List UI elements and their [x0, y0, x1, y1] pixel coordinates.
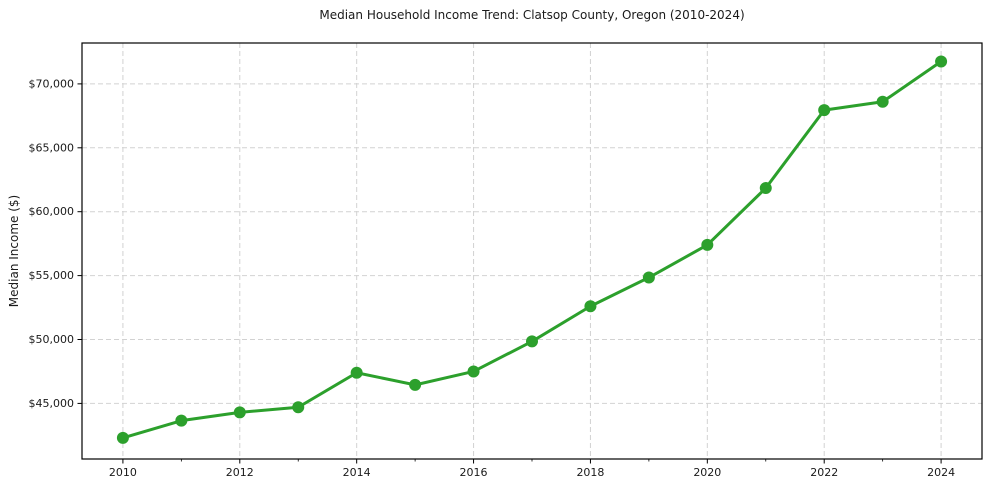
data-point-marker [818, 104, 831, 117]
chart-title: Median Household Income Trend: Clatsop C… [319, 8, 745, 22]
income-trend-line [121, 60, 943, 440]
x-tick-label: 2020 [693, 466, 721, 479]
data-point-marker [175, 414, 188, 427]
data-point-marker [292, 401, 305, 414]
y-tick-label: $60,000 [29, 205, 75, 218]
y-tick-label: $55,000 [29, 269, 75, 282]
y-tick-label: $65,000 [29, 141, 75, 154]
x-tick-label: 2022 [810, 466, 838, 479]
x-tick-label: 2024 [927, 466, 955, 479]
data-point-marker [526, 335, 538, 348]
y-tick-label: $70,000 [29, 77, 75, 90]
x-tick-label: 2012 [226, 466, 254, 479]
y-tick-label: $50,000 [29, 333, 75, 346]
data-point-marker [642, 271, 655, 284]
data-point-marker [116, 431, 129, 444]
x-tick-label: 2018 [576, 466, 604, 479]
data-point-marker [233, 406, 246, 419]
data-point-marker [701, 238, 714, 251]
data-point-marker [876, 95, 889, 108]
data-point-marker [467, 365, 480, 378]
data-point-marker [935, 55, 948, 68]
data-point-marker [409, 378, 422, 391]
data-point-marker [759, 182, 772, 195]
data-point-marker [350, 366, 363, 379]
y-tick-label: $45,000 [29, 397, 75, 410]
data-point-marker [584, 300, 597, 313]
x-tick-label: 2016 [460, 466, 488, 479]
x-tick-label: 2010 [109, 466, 137, 479]
x-tick-label: 2014 [343, 466, 371, 479]
